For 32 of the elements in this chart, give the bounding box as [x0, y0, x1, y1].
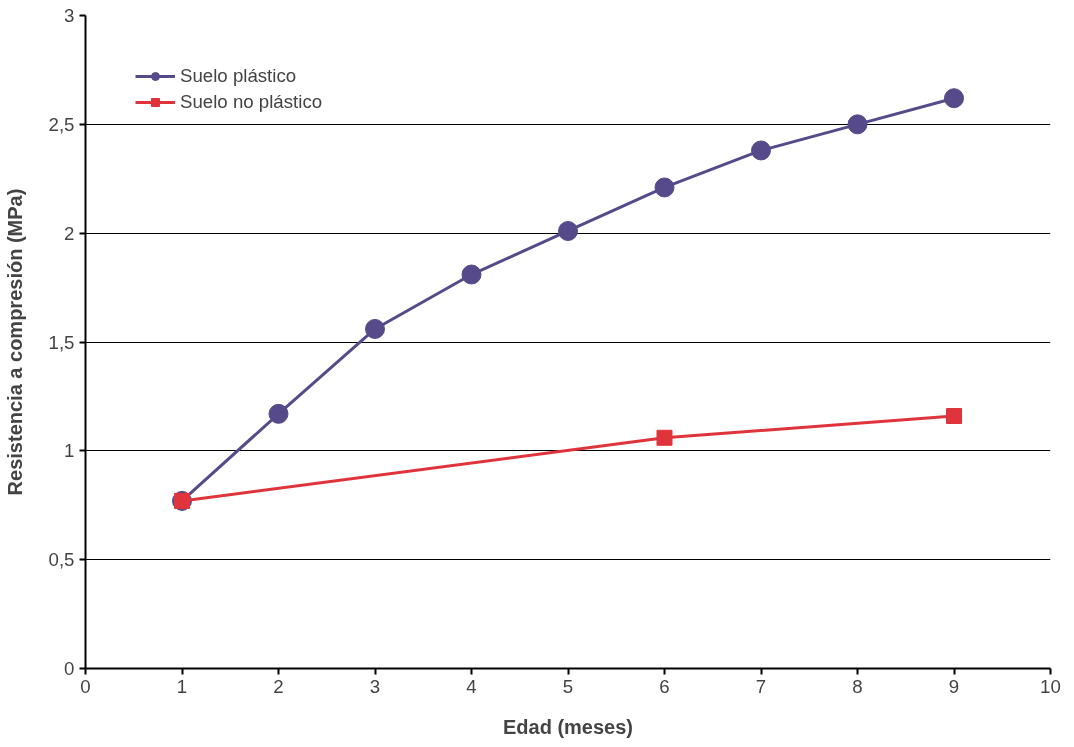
x-tick-label: 10 — [1040, 675, 1061, 697]
point — [654, 177, 675, 198]
x-tick-label: 7 — [755, 675, 767, 697]
x-tick-label: 5 — [562, 675, 574, 697]
x-tick-label: 4 — [466, 675, 477, 697]
point — [946, 408, 962, 425]
y-tick-label: 0,5 — [48, 549, 75, 571]
point — [461, 264, 482, 285]
y-tick-label: 2 — [64, 222, 75, 244]
y-tick-label: 2,5 — [48, 113, 75, 135]
point — [656, 429, 673, 446]
y-tick-label: 3 — [64, 5, 75, 26]
x-tick-label: 1 — [176, 675, 188, 697]
point — [558, 221, 578, 241]
point — [751, 140, 771, 161]
x-tick-label: 6 — [659, 675, 670, 697]
point — [268, 403, 289, 424]
x-tick-label: 2 — [273, 675, 284, 697]
y-tick-label: 0 — [64, 658, 75, 679]
point — [365, 318, 385, 339]
point — [847, 114, 868, 135]
y-tick-label: 1,5 — [48, 331, 75, 353]
x-tick-label: 3 — [369, 675, 381, 697]
legend-label: Suelo plástico — [180, 65, 297, 87]
y-axis-title: Resistencia a compresión (MPa) — [3, 188, 26, 496]
x-tick-label: 9 — [948, 675, 960, 697]
x-tick-label: 8 — [852, 675, 863, 697]
x-tick-label: 0 — [80, 675, 91, 697]
x-axis-title: Edad (meses) — [502, 715, 634, 738]
y-tick-label: 1 — [64, 440, 75, 462]
point — [944, 88, 964, 109]
legend-label: Suelo no plástico — [180, 91, 323, 113]
